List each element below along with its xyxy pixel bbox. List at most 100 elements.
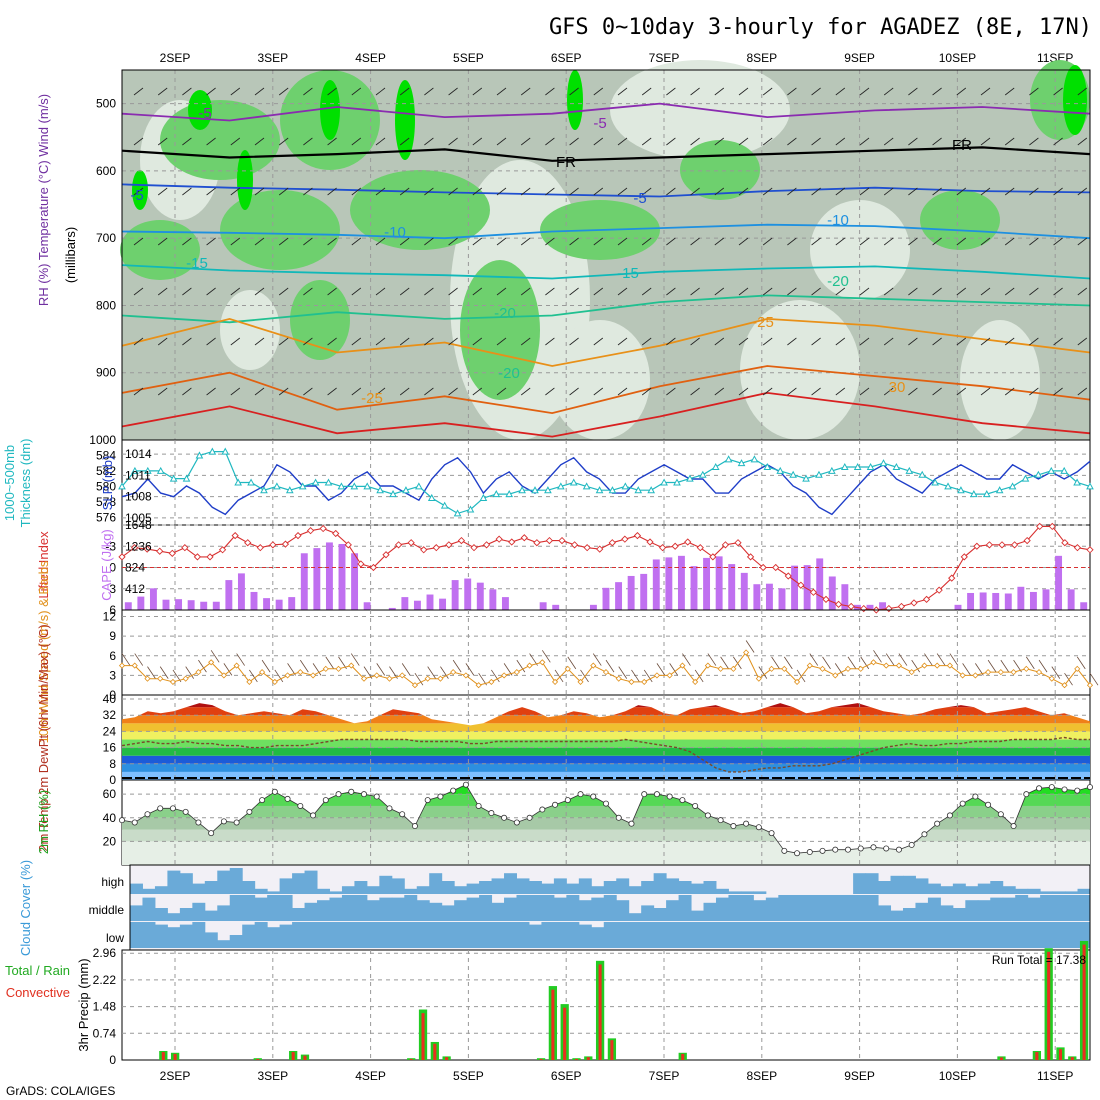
cloud-cell — [329, 897, 343, 921]
li-point — [633, 531, 642, 540]
cloud-cell — [840, 895, 854, 921]
day-label-top: 3SEP — [257, 51, 288, 65]
cloud-cell — [553, 878, 567, 894]
cape-bar — [388, 607, 396, 610]
wind-barb-10m — [350, 653, 360, 666]
wind-barb — [738, 237, 749, 246]
wind-barb — [545, 287, 555, 296]
precip-convective-bar — [539, 1058, 543, 1060]
wind-barb — [520, 137, 531, 146]
wind-barb-10m — [1000, 659, 1010, 673]
cloud-cell — [167, 913, 181, 921]
wind-speed-point — [399, 672, 406, 679]
cape-bar — [1029, 591, 1037, 610]
cloud-cell — [154, 924, 168, 948]
cape-bar — [640, 573, 648, 610]
day-label-bottom: 11SEP — [1037, 1069, 1073, 1083]
wind-barb — [254, 237, 265, 246]
cloud-cell — [441, 905, 455, 921]
wind-barb — [883, 187, 894, 196]
rh-point — [666, 793, 673, 800]
precip-convective-bar — [1035, 1052, 1039, 1060]
wind-barb — [569, 137, 579, 146]
rh-point — [934, 820, 941, 827]
wind-barb — [569, 387, 579, 396]
cape-bar — [828, 576, 836, 610]
precip-convective-bar — [173, 1053, 177, 1060]
cloud-cell — [990, 881, 1004, 894]
wind-barb — [617, 187, 628, 196]
cloud-cell — [479, 895, 493, 921]
rh-tick: 60 — [103, 787, 117, 801]
rh-shading — [220, 190, 340, 270]
wind-barb — [859, 87, 870, 96]
precip-convective-bar — [445, 1057, 449, 1060]
cape-tick: 1236 — [125, 539, 152, 553]
precip-convective-bar — [598, 964, 602, 1060]
wind-barb — [1053, 337, 1063, 346]
precip-convective-bar — [433, 1043, 437, 1060]
wind-barb — [714, 387, 725, 396]
wind-barb-10m — [541, 650, 551, 663]
cloud-cell — [279, 878, 293, 894]
wind-barb — [690, 87, 700, 96]
wind-barb — [157, 137, 168, 146]
wind-barb — [569, 237, 579, 246]
thickness-point — [247, 478, 255, 486]
rh-point — [310, 812, 317, 819]
wind-barb — [593, 187, 604, 196]
cape-ylabel: CAPE (J/kg) — [99, 529, 114, 601]
rh-point — [1074, 787, 1081, 794]
wind-barb — [714, 237, 725, 246]
wind-speed-point — [844, 665, 852, 672]
wind-speed-point — [233, 662, 240, 669]
rh-shading — [395, 80, 415, 160]
wind-speed-point — [157, 675, 164, 682]
wind-speed-point — [832, 672, 839, 679]
wind-barb — [182, 237, 192, 246]
wind-barb — [278, 387, 289, 396]
cloud-cell — [366, 900, 380, 921]
wind-barb-10m — [987, 659, 997, 673]
precip-convective-bar — [421, 1013, 425, 1060]
wind-barb — [835, 337, 846, 346]
contour-label: -20 — [827, 273, 849, 290]
thickness-point — [311, 478, 320, 486]
wind-barb-10m — [873, 650, 882, 663]
rh-ylabel: 2m RH (%) — [36, 790, 51, 854]
cape-tick: 824 — [125, 561, 145, 575]
cape-bar — [954, 604, 962, 610]
cloud-cell — [1002, 886, 1016, 894]
thickness-point — [363, 482, 372, 490]
temp-band — [122, 715, 1090, 724]
rh-point — [730, 823, 737, 830]
wind-barb — [424, 237, 434, 246]
thickness-point — [1047, 466, 1056, 474]
cloud-row-label: middle — [89, 903, 125, 917]
wind-barb — [424, 287, 434, 296]
wind-barb — [1053, 387, 1063, 396]
cloud-cell — [254, 897, 268, 921]
wind-barb — [1077, 337, 1088, 346]
cloud-cell — [703, 922, 717, 948]
thickness-point — [905, 466, 914, 474]
cape-bar — [539, 602, 547, 610]
cloud-cell — [653, 922, 667, 948]
precip-convective-bar — [999, 1057, 1003, 1060]
thickness-point — [544, 486, 552, 494]
cloud-cell — [603, 895, 617, 921]
day-label-top: 7SEP — [649, 51, 680, 65]
wind-barb-10m — [198, 659, 207, 673]
cloud-cell — [803, 895, 817, 921]
cloud-cell — [740, 891, 754, 894]
li-point — [432, 544, 440, 552]
cloud-cell — [628, 922, 642, 948]
cloud-cell — [466, 883, 480, 894]
wind-speed-point — [934, 662, 941, 669]
cloud-cell — [304, 922, 318, 948]
wind-barb — [520, 287, 531, 296]
cloud-cell — [516, 895, 530, 921]
wind-speed-point — [679, 662, 686, 669]
wind-barb — [980, 137, 991, 146]
precip-convective-bar — [574, 1058, 579, 1060]
